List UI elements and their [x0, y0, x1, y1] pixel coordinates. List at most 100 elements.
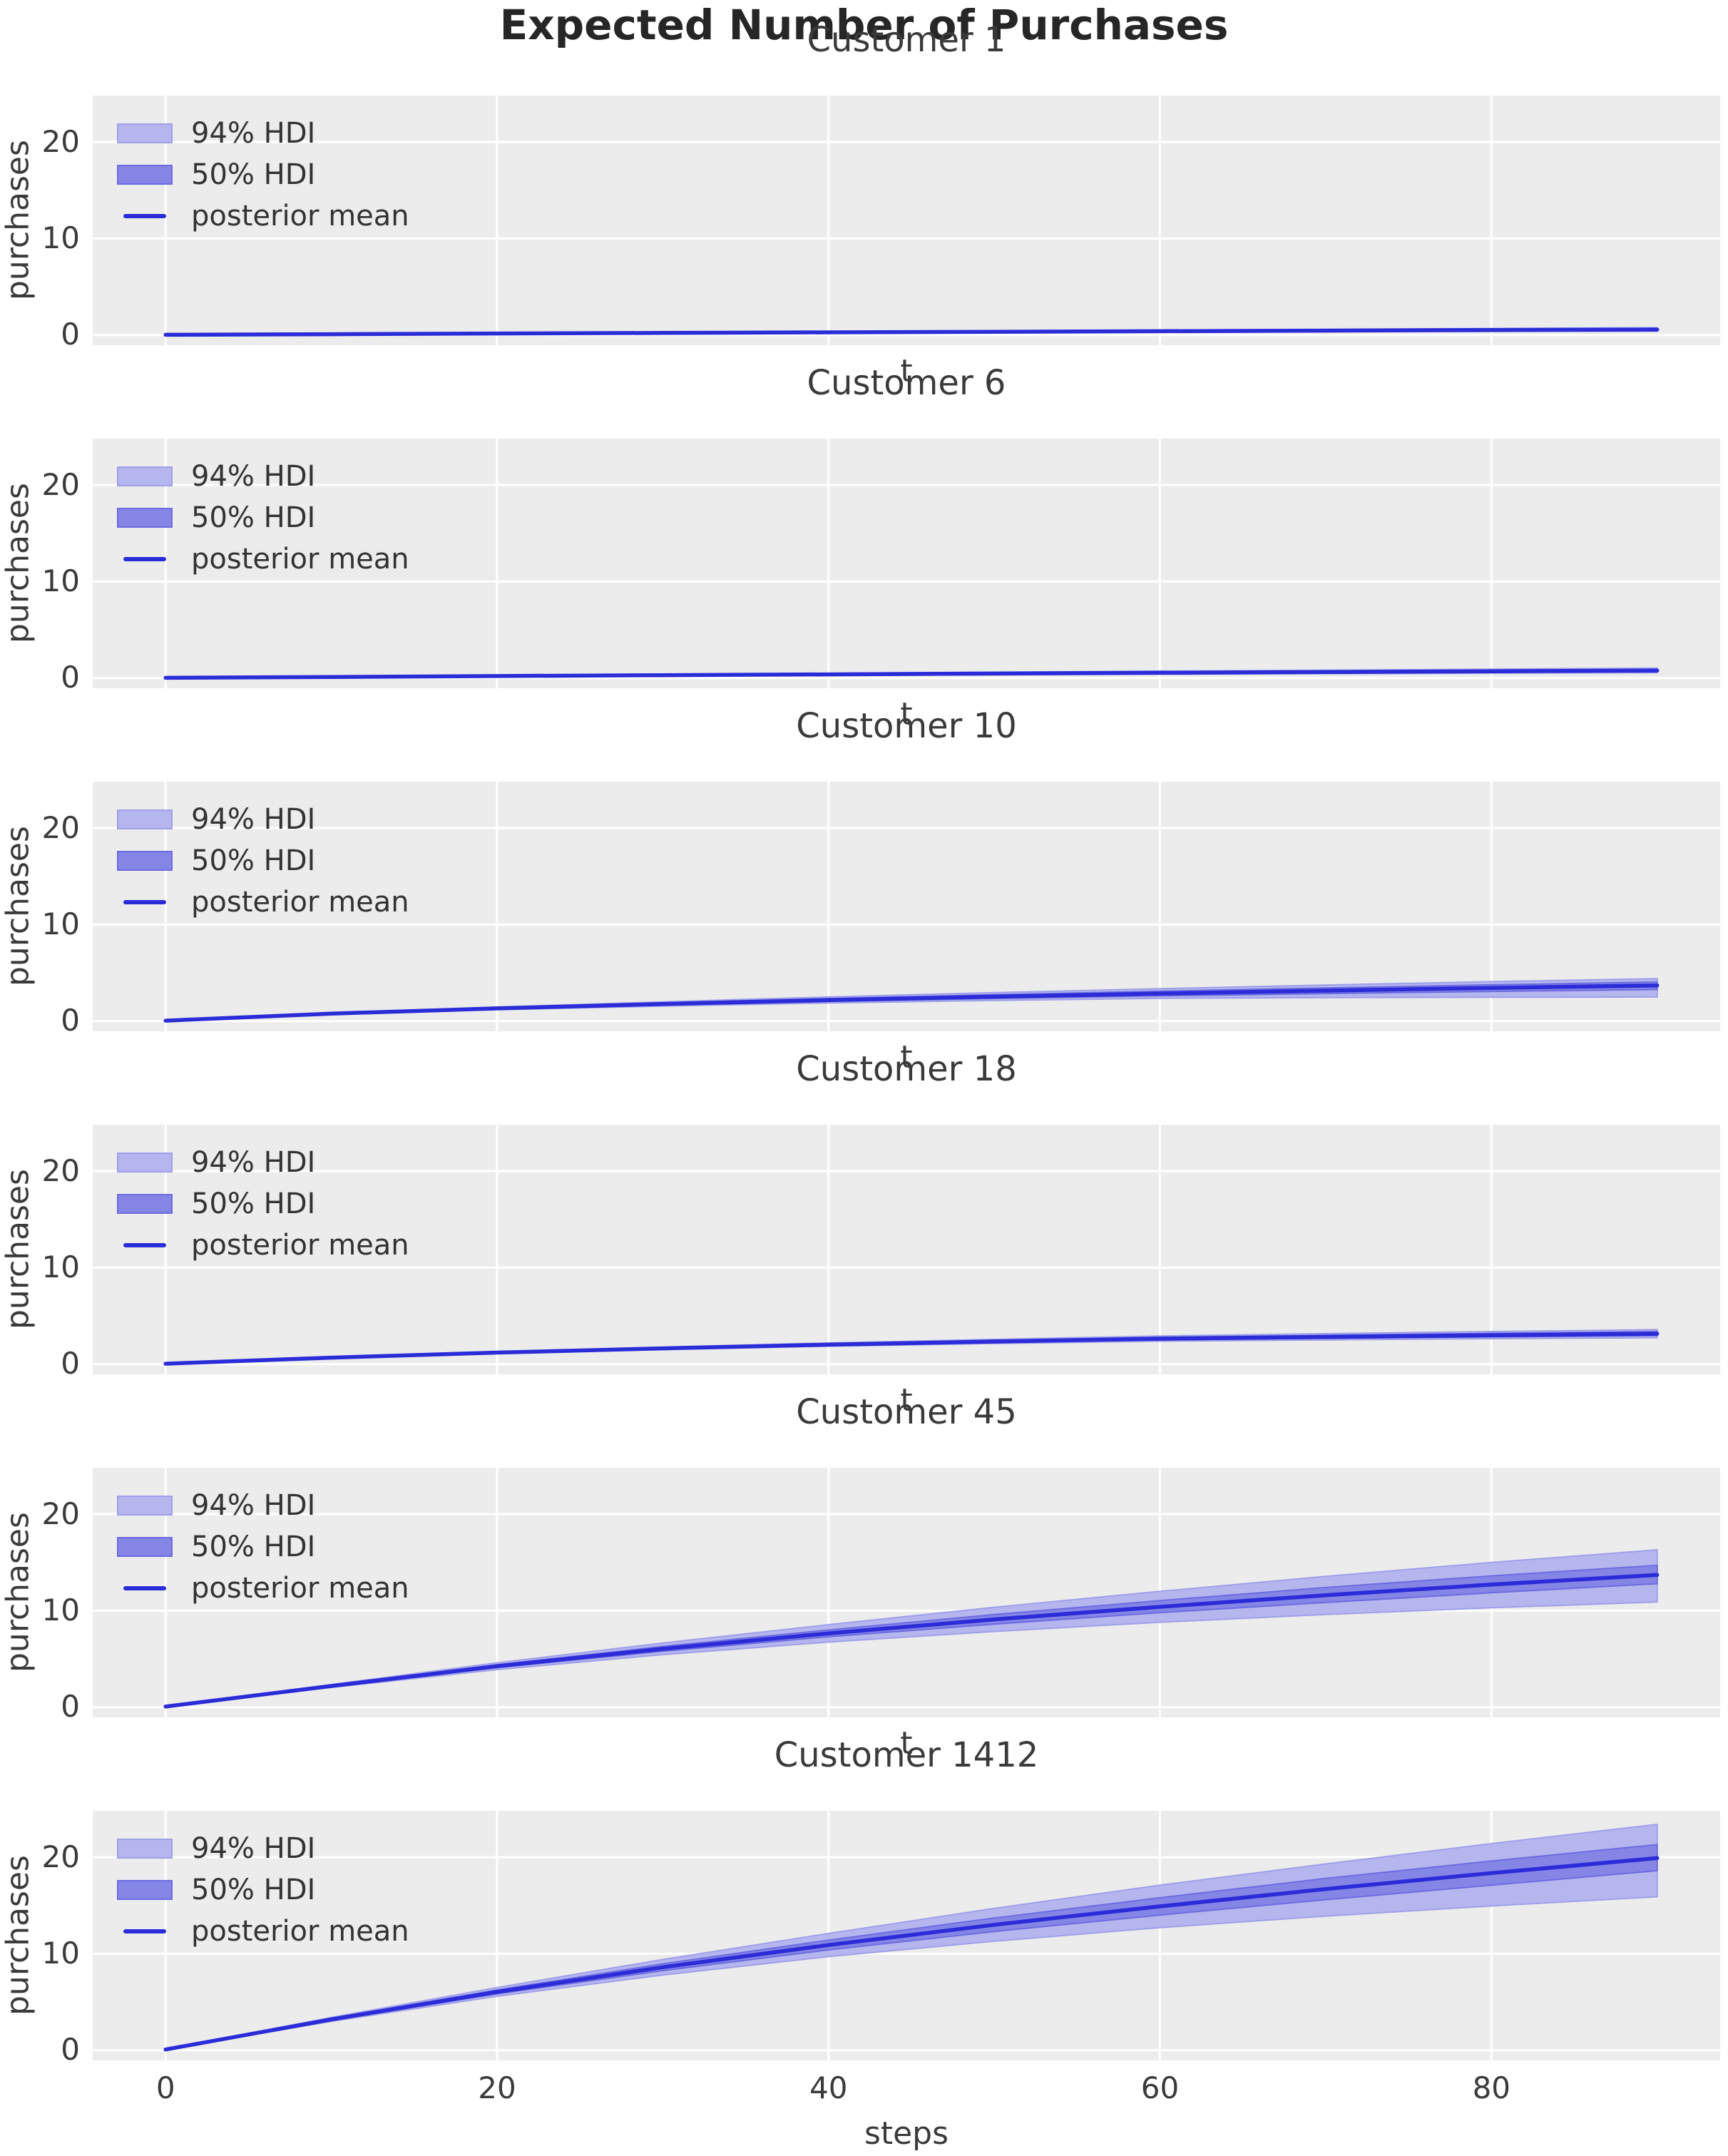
- x-axis-label: steps: [864, 2115, 949, 2152]
- hdi50-swatch: [117, 165, 173, 185]
- subplot-customer-1: Customer 1 purchases 20 10 0 94% HDI 50%…: [0, 20, 1728, 389]
- legend-item-hdi94: 94% HDI: [117, 799, 409, 840]
- legend-label: 50% HDI: [191, 501, 316, 534]
- x-tick-label-20: 20: [478, 2070, 516, 2105]
- legend-item-hdi50: 50% HDI: [117, 1526, 409, 1568]
- legend-label: 50% HDI: [191, 1531, 316, 1563]
- legend-label: posterior mean: [191, 886, 409, 919]
- x-axis-label: t: [900, 353, 913, 389]
- legend-label: 50% HDI: [191, 1187, 316, 1220]
- legend-label: posterior mean: [191, 543, 409, 576]
- subplot-customer-6: Customer 6 purchases 20 10 0 94% HDI 50%…: [0, 363, 1728, 732]
- hdi94-swatch: [117, 809, 173, 829]
- gridlines: [93, 1125, 1720, 1374]
- legend-item-hdi94: 94% HDI: [117, 1828, 409, 1869]
- subplot-customer-1412: Customer 1412 purchases 20 10 0 94% HDI …: [0, 1735, 1728, 2156]
- legend-label: 94% HDI: [191, 1146, 316, 1179]
- legend-label: 50% HDI: [191, 158, 316, 191]
- legend: 94% HDI 50% HDI posterior mean: [117, 1828, 409, 1952]
- posterior-mean-swatch: [123, 557, 166, 561]
- legend-item-hdi94: 94% HDI: [117, 113, 409, 154]
- y-tick-label-10: 10: [41, 1250, 80, 1284]
- panel-background: [93, 439, 1720, 688]
- plot-area: 94% HDI 50% HDI posterior mean: [93, 1468, 1720, 1717]
- y-tick-label-20: 20: [41, 467, 80, 502]
- plot-canvas: [93, 1468, 1720, 1717]
- hdi50-swatch: [117, 508, 173, 528]
- legend-label: posterior mean: [191, 200, 409, 233]
- subplot-customer-18: Customer 18 purchases 20 10 0 94% HDI 50…: [0, 1049, 1728, 1419]
- plot-canvas: [93, 782, 1720, 1031]
- y-tick-label-20: 20: [41, 810, 80, 845]
- subplot-title: Customer 1: [807, 20, 1006, 60]
- hdi94-swatch: [117, 1839, 173, 1859]
- legend-item-hdi94: 94% HDI: [117, 1142, 409, 1183]
- legend: 94% HDI 50% HDI posterior mean: [117, 799, 409, 923]
- posterior-mean-line: [163, 668, 1660, 680]
- posterior-mean-line: [163, 1573, 1660, 1709]
- legend-label: 94% HDI: [191, 117, 316, 150]
- x-axis-label: t: [900, 1382, 913, 1419]
- hdi94-swatch: [117, 1153, 173, 1172]
- subplot-title: Customer 45: [796, 1392, 1017, 1432]
- x-tick-label-80: 80: [1472, 2070, 1511, 2105]
- legend-label: 94% HDI: [191, 1489, 316, 1522]
- y-tick-label-20: 20: [41, 1153, 80, 1188]
- legend: 94% HDI 50% HDI posterior mean: [117, 113, 409, 237]
- legend-label: 94% HDI: [191, 1832, 316, 1865]
- y-tick-label-0: 0: [61, 1003, 80, 1038]
- posterior-mean-line: [163, 327, 1660, 337]
- x-tick-label-60: 60: [1140, 2070, 1180, 2105]
- legend-label: posterior mean: [191, 1572, 409, 1605]
- legend-item-hdi50: 50% HDI: [117, 840, 409, 882]
- legend-item-posterior-mean: posterior mean: [117, 1225, 409, 1266]
- plot-area: 94% HDI 50% HDI posterior mean: [93, 1125, 1720, 1374]
- panel-background: [93, 96, 1720, 345]
- gridlines: [93, 782, 1720, 1031]
- legend-label: 50% HDI: [191, 1874, 316, 1906]
- subplot-customer-45: Customer 45 purchases 20 10 0 94% HDI 50…: [0, 1392, 1728, 1762]
- hdi94-swatch: [117, 466, 173, 486]
- y-tick-label-0: 0: [61, 1346, 80, 1381]
- x-axis-label: t: [900, 1039, 913, 1076]
- subplot-title: Customer 6: [807, 363, 1006, 403]
- subplot-title: Customer 1412: [774, 1735, 1039, 1775]
- legend: 94% HDI 50% HDI posterior mean: [117, 1485, 409, 1609]
- legend-item-posterior-mean: posterior mean: [117, 1568, 409, 1609]
- posterior-mean-swatch: [123, 1243, 166, 1247]
- posterior-mean-swatch: [123, 214, 166, 218]
- subplot-title: Customer 18: [796, 1049, 1017, 1089]
- legend-item-posterior-mean: posterior mean: [117, 195, 409, 237]
- posterior-mean-line: [163, 1856, 1660, 2052]
- x-tick-labels: 0 20 40 60 80: [93, 2069, 1720, 2108]
- plot-area: 94% HDI 50% HDI posterior mean: [93, 782, 1720, 1031]
- x-tick-label-0: 0: [155, 2070, 175, 2105]
- legend-item-hdi50: 50% HDI: [117, 1183, 409, 1225]
- subplot-title: Customer 10: [796, 706, 1017, 746]
- y-tick-label-10: 10: [41, 906, 80, 941]
- hdi50-band: [165, 1844, 1658, 2050]
- hdi50-swatch: [117, 1880, 173, 1900]
- x-axis-label: t: [900, 1725, 913, 1762]
- y-tick-label-10: 10: [41, 220, 80, 255]
- legend: 94% HDI 50% HDI posterior mean: [117, 1142, 409, 1266]
- hdi94-swatch: [117, 123, 173, 143]
- x-tick-label-40: 40: [809, 2070, 848, 2105]
- posterior-mean-swatch: [123, 1929, 166, 1933]
- y-tick-label-0: 0: [61, 2032, 80, 2067]
- hdi50-swatch: [117, 1194, 173, 1214]
- y-tick-label-20: 20: [41, 1839, 80, 1874]
- legend-item-hdi50: 50% HDI: [117, 154, 409, 195]
- y-tick-label-20: 20: [41, 124, 80, 159]
- legend-item-hdi94: 94% HDI: [117, 1485, 409, 1526]
- x-axis-label: t: [900, 696, 913, 732]
- posterior-mean-line: [163, 983, 1660, 1023]
- legend-label: posterior mean: [191, 1915, 409, 1948]
- subplot-customer-10: Customer 10 purchases 20 10 0 94% HDI 50…: [0, 706, 1728, 1076]
- posterior-mean-swatch: [123, 900, 166, 904]
- y-tick-label-10: 10: [41, 1936, 80, 1971]
- plot-area: 94% HDI 50% HDI posterior mean: [93, 439, 1720, 688]
- hdi94-swatch: [117, 1496, 173, 1516]
- y-tick-label-10: 10: [41, 1593, 80, 1628]
